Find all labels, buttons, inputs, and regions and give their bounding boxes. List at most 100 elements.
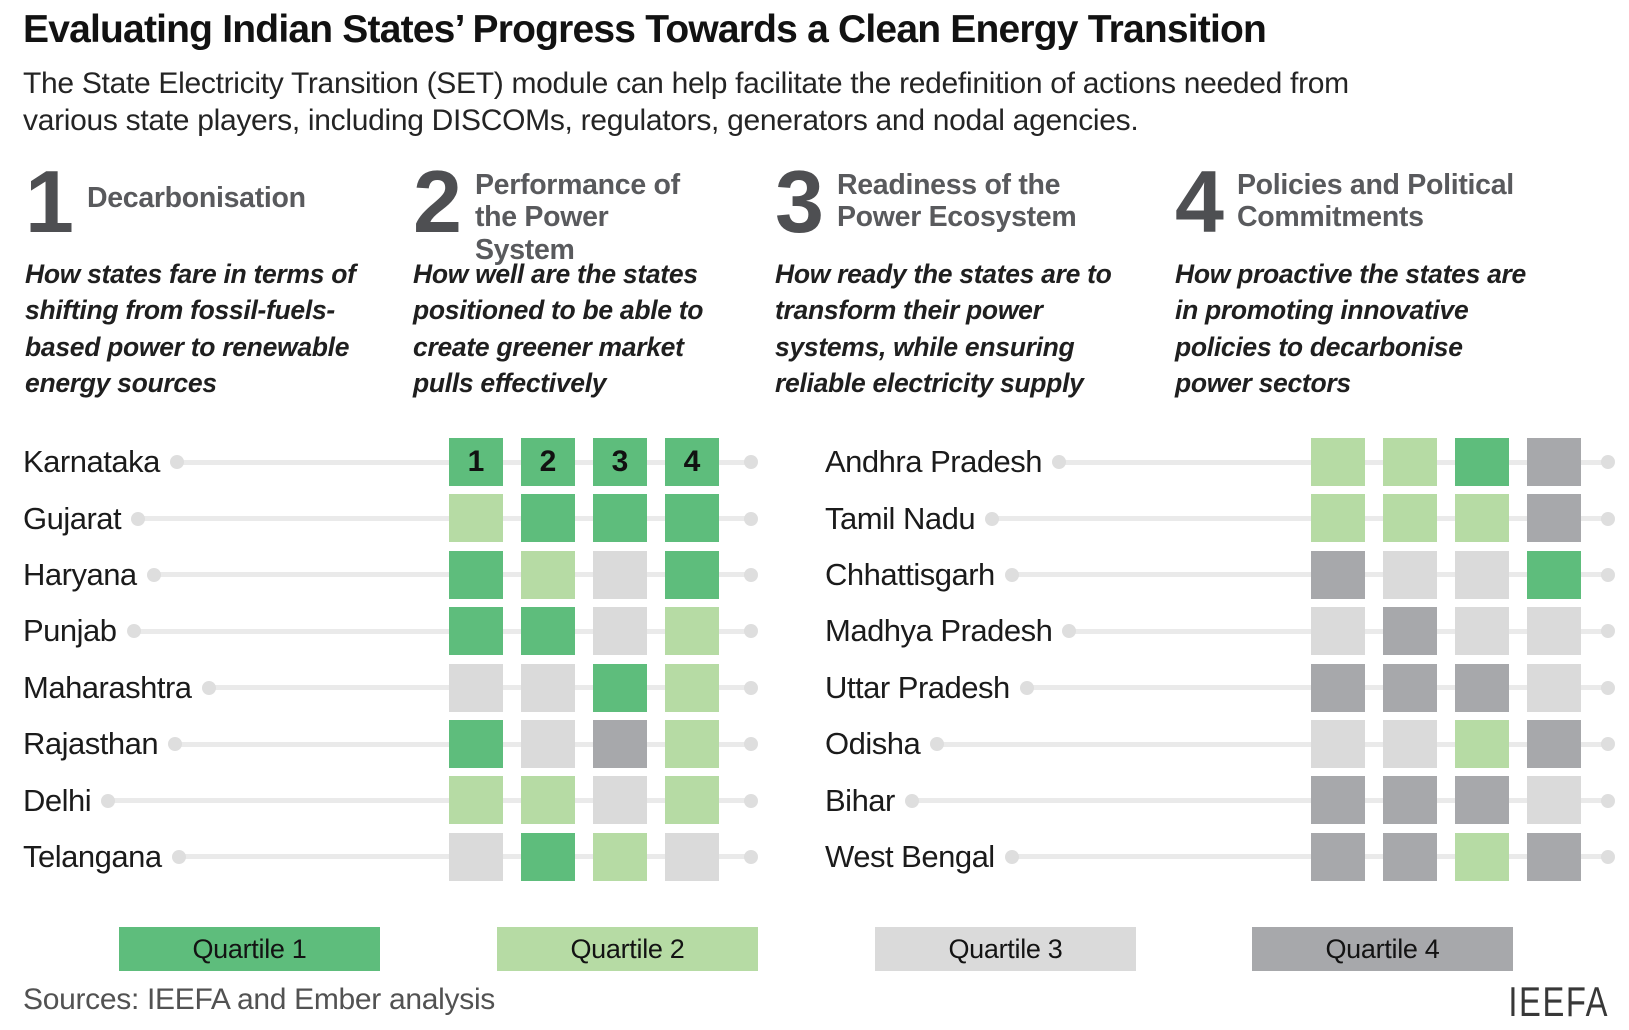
row-connector-line (904, 793, 1616, 808)
row-connector-line (101, 793, 758, 808)
quartile-cell-q2 (1311, 438, 1365, 486)
sources-note: Sources: IEEFA and Ember analysis (23, 983, 496, 1016)
quartile-cell-q3 (593, 776, 647, 825)
state-label: Delhi (23, 782, 92, 818)
state-row: Odisha (790, 716, 1629, 772)
state-row: Tamil Nadu (790, 490, 1629, 546)
legend-quartile-4: Quartile 4 (1252, 927, 1513, 971)
quartile-cell-q2 (521, 550, 575, 599)
quartile-cell-q1 (593, 663, 647, 712)
quartile-cell-q3 (1311, 607, 1365, 656)
state-row: Uttar Pradesh (790, 660, 1629, 716)
quartile-cell-q3 (449, 663, 503, 712)
state-label: Rajasthan (23, 726, 159, 762)
quartile-cell-q2 (1455, 494, 1509, 543)
state-row: Gujarat (0, 490, 760, 546)
quartile-cell-q3 (521, 719, 575, 768)
pillar-label: Policies and Political Commitments (1236, 169, 1514, 234)
quartile-cell-q1: 4 (665, 438, 719, 486)
pillar-number-label: 1 (467, 445, 485, 478)
quartile-cell-q4 (1311, 832, 1365, 881)
legend-label: Quartile 1 (192, 933, 307, 964)
state-label: Tamil Nadu (825, 500, 976, 536)
state-label: Bihar (825, 782, 895, 818)
state-label: Telangana (23, 838, 162, 874)
quartile-cell-q2 (665, 663, 719, 712)
state-row: Madhya Pradesh (790, 603, 1629, 659)
quartile-cell-q4 (1311, 663, 1365, 712)
pillar-number: 4 (1175, 152, 1224, 251)
row-connector-line (985, 511, 1615, 526)
quartile-cell-q3 (1527, 663, 1581, 712)
pillar-description-power-system: How well are the states positioned to be… (413, 259, 704, 398)
state-label: Chhattisgarh (825, 556, 995, 592)
quartile-cell-q2 (449, 776, 503, 825)
row-connector-line (126, 624, 759, 639)
row-connector-line (131, 511, 758, 526)
quartile-cell-q4 (1383, 663, 1437, 712)
state-table-right: Andhra Pradesh Tamil Nadu Chhattisgarh Madh… (790, 434, 1629, 885)
state-label: Gujarat (23, 500, 122, 536)
quartile-cell-q3 (665, 832, 719, 881)
quartile-cell-q2 (521, 776, 575, 825)
quartile-cell-q4 (1311, 550, 1365, 599)
subtitle-line-2: various state players, including DISCOMs… (23, 103, 1139, 137)
state-label: Odisha (825, 726, 921, 762)
pillar-number: 1 (25, 152, 74, 251)
quartile-cell-q4 (1527, 438, 1581, 486)
state-label: West Bengal (825, 838, 995, 874)
state-label: Punjab (23, 613, 117, 649)
quartile-cell-q3 (1527, 776, 1581, 825)
quartile-cell-q3 (593, 550, 647, 599)
legend-quartile-3: Quartile 3 (875, 927, 1136, 971)
quartile-cell-q3 (449, 832, 503, 881)
pillar-header-power-ecosystem: 3 Readiness of the Power Ecosystem (775, 157, 1089, 245)
quartile-cell-q1 (665, 550, 719, 599)
state-row: West Bengal (790, 829, 1629, 885)
quartile-cell-q1 (449, 719, 503, 768)
state-row: Rajasthan (0, 716, 760, 772)
legend-label: Quartile 4 (1325, 933, 1440, 964)
state-row: Telangana (0, 829, 760, 885)
quartile-cell-q2 (1311, 494, 1365, 543)
quartile-cell-q1 (521, 607, 575, 656)
quartile-cell-q4 (1311, 776, 1365, 825)
state-row: Delhi (0, 772, 760, 828)
pillar-description-policies: How proactive the states are in promotin… (1175, 259, 1526, 398)
legend-label: Quartile 2 (570, 933, 685, 964)
quartile-cell-q2 (1383, 494, 1437, 543)
quartile-cell-q4 (1527, 719, 1581, 768)
state-label: Karnataka (23, 444, 160, 480)
quartile-cell-q3 (1527, 607, 1581, 656)
quartile-cell-q1 (521, 832, 575, 881)
quartile-cell-q2 (665, 607, 719, 656)
quartile-cell-q2 (1383, 438, 1437, 486)
pillar-header-power-system: 2 Performance of the Power System (413, 152, 707, 266)
subtitle: The State Electricity Transition (SET) m… (23, 66, 1349, 140)
quartile-cell-q4 (1383, 832, 1437, 881)
page-title: Evaluating Indian States’ Progress Towar… (23, 8, 1267, 51)
state-row: Karnataka 1 2 3 4 (0, 434, 760, 490)
state-label: Madhya Pradesh (825, 613, 1053, 649)
ieefa-logo: IEEFA (1508, 978, 1609, 1025)
quartile-cell-q4 (1455, 776, 1509, 825)
pillar-description-power-ecosystem: How ready the states are to transform th… (775, 259, 1112, 398)
state-row: Punjab (0, 603, 760, 659)
quartile-cell-q3 (521, 663, 575, 712)
quartile-cell-q1 (665, 494, 719, 543)
state-label: Uttar Pradesh (825, 669, 1010, 705)
quartile-cell-q3 (1455, 550, 1509, 599)
state-label: Haryana (23, 556, 137, 592)
pillar-number: 2 (413, 152, 462, 251)
pillar-header-decarbonisation: 1 Decarbonisation (25, 152, 306, 251)
quartile-cell-q4 (1527, 494, 1581, 543)
quartile-cell-q1 (449, 550, 503, 599)
pillar-description-decarbonisation: How states fare in terms of shifting fro… (25, 259, 356, 398)
pillar-number-label: 3 (611, 445, 629, 478)
legend-quartile-2: Quartile 2 (497, 927, 758, 971)
quartile-cell-q4 (593, 719, 647, 768)
quartile-cell-q2 (449, 494, 503, 543)
state-row: Haryana (0, 547, 760, 603)
quartile-cell-q3 (1383, 550, 1437, 599)
